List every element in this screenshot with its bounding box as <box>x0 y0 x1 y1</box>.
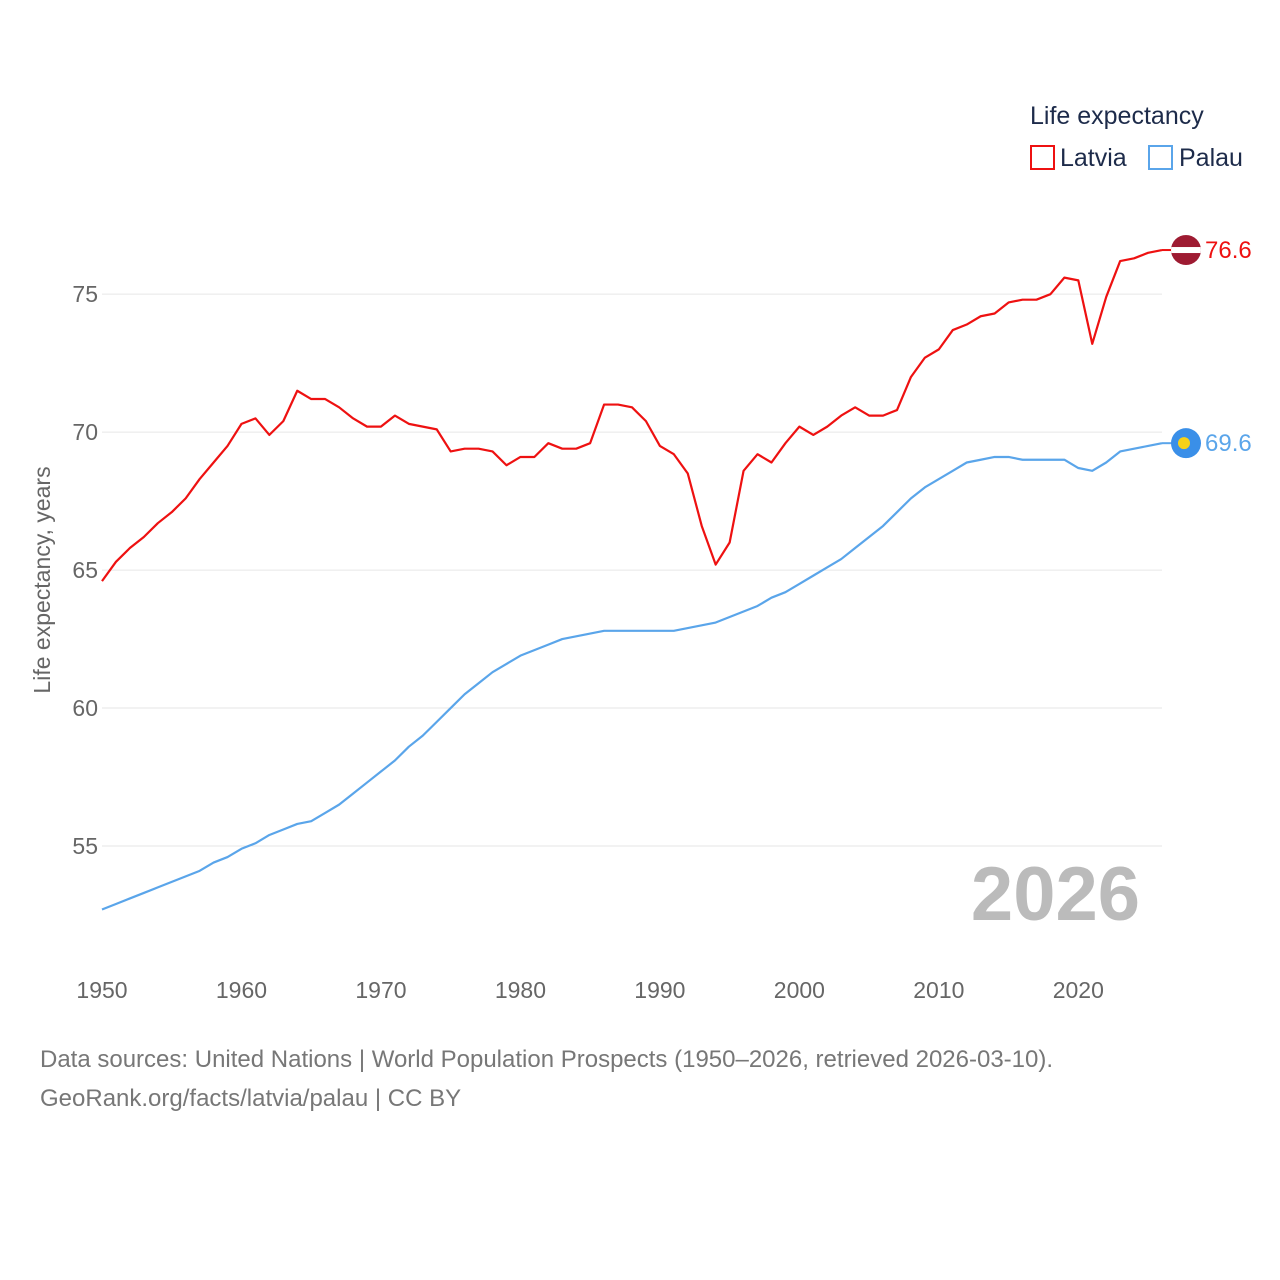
x-tick-label: 1960 <box>216 977 267 1003</box>
flag-white-stripe <box>1171 247 1201 254</box>
x-tick-label: 1980 <box>495 977 546 1003</box>
legend-item-latvia[interactable]: Latvia <box>1030 144 1127 172</box>
x-tick-label: 1950 <box>76 977 127 1003</box>
y-tick-label: 65 <box>72 557 98 583</box>
legend-label-palau: Palau <box>1179 144 1243 172</box>
end-value-label: 76.6 <box>1205 237 1252 264</box>
y-axis-label: Life expectancy, years <box>29 466 55 693</box>
x-tick-label: 1970 <box>355 977 406 1003</box>
data-source-text: Data sources: United Nations | World Pop… <box>40 1046 1054 1073</box>
legend-swatch-palau <box>1148 145 1173 170</box>
series-line-latvia <box>101 248 1163 582</box>
y-tick-label: 60 <box>72 695 98 721</box>
end-value-label: 69.6 <box>1205 430 1252 457</box>
legend-title: Life expectancy <box>1030 102 1204 130</box>
attribution-text: GeoRank.org/facts/latvia/palau | CC BY <box>40 1085 462 1112</box>
y-tick-label: 75 <box>72 281 98 307</box>
legend-label-latvia: Latvia <box>1060 144 1127 172</box>
x-tick-label: 1990 <box>634 977 685 1003</box>
x-tick-label: 2010 <box>913 977 964 1003</box>
legend-swatch-latvia <box>1030 145 1055 170</box>
legend-item-palau[interactable]: Palau <box>1148 144 1243 172</box>
x-tick-label: 2000 <box>774 977 825 1003</box>
year-watermark: 2026 <box>971 852 1140 937</box>
series-line-palau <box>101 442 1163 911</box>
x-tick-label: 2020 <box>1053 977 1104 1003</box>
y-tick-label: 70 <box>72 419 98 445</box>
palau-flag-moon <box>1178 437 1190 450</box>
y-tick-label: 55 <box>72 833 98 859</box>
latvia-flag-icon <box>1171 235 1201 266</box>
